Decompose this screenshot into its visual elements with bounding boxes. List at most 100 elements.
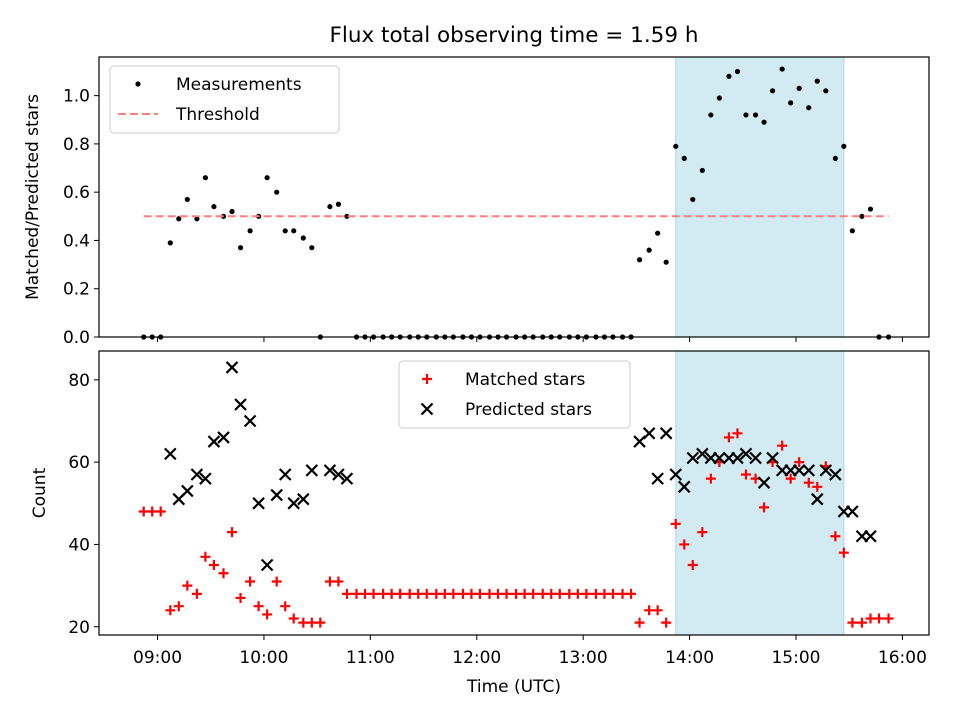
matched-point xyxy=(883,613,894,624)
predicted-point xyxy=(252,497,265,510)
matched-point xyxy=(501,588,512,599)
chart-title: Flux total observing time = 1.59 h xyxy=(330,23,699,48)
y-tick-label: 20 xyxy=(68,618,90,638)
observing-window-shade xyxy=(675,350,845,636)
matched-point xyxy=(413,588,424,599)
y-tick-label: 0.8 xyxy=(63,135,90,155)
predicted-point xyxy=(642,427,656,440)
matched-point xyxy=(865,613,876,624)
matched-point xyxy=(351,588,362,599)
series-matched-stars xyxy=(138,428,894,628)
x-tick-label: 13:00 xyxy=(559,648,608,668)
bottom-panel: 09:00 10:00 11:00 12:00 13:00 14:00 15:00 16:00… xyxy=(30,350,930,697)
measurement-point xyxy=(806,105,812,111)
matched-point xyxy=(723,432,734,443)
matched-point xyxy=(395,588,406,599)
measurement-point xyxy=(646,247,652,253)
measurement-point xyxy=(708,112,714,118)
matched-point xyxy=(546,588,557,599)
matched-point xyxy=(873,613,884,624)
predicted-point xyxy=(686,451,700,465)
matched-point xyxy=(439,588,450,599)
measurement-point xyxy=(309,245,315,251)
predicted-point xyxy=(846,505,859,518)
measurement-point xyxy=(699,167,705,174)
predicted-point xyxy=(792,464,806,477)
matched-point xyxy=(679,539,690,550)
matched-point xyxy=(617,588,628,599)
measurement-point xyxy=(796,85,802,91)
matched-point xyxy=(607,588,618,599)
matched-point xyxy=(705,473,716,484)
matched-point xyxy=(448,588,459,599)
matched-point xyxy=(253,601,264,612)
measurement-point xyxy=(344,213,350,219)
predicted-point xyxy=(243,414,257,428)
measurement-point xyxy=(673,143,679,149)
matched-point xyxy=(271,576,282,587)
x-tick-label: 10:00 xyxy=(239,648,288,668)
measurement-point xyxy=(247,228,253,234)
predicted-point xyxy=(659,427,673,440)
legend-marker-x xyxy=(420,402,434,416)
measurement-point xyxy=(788,100,794,106)
matched-point xyxy=(554,588,565,599)
matched-point xyxy=(474,588,485,599)
predicted-point xyxy=(810,492,824,506)
predicted-point xyxy=(234,398,247,411)
predicted-point xyxy=(802,464,816,477)
measurement-point xyxy=(823,88,829,94)
predicted-point xyxy=(766,451,779,465)
measurement-point xyxy=(841,143,847,149)
matched-point xyxy=(360,588,371,599)
matched-point xyxy=(528,588,539,599)
matched-point xyxy=(590,588,601,599)
y-tick-label: 0.6 xyxy=(63,183,90,203)
measurement-point xyxy=(184,196,190,203)
x-axis-label: Time (UTC) xyxy=(466,677,561,697)
measurement-point xyxy=(167,240,173,246)
matched-point xyxy=(803,477,814,488)
measurement-point xyxy=(176,216,182,222)
y-tick-label: 0.0 xyxy=(63,328,90,348)
measurement-point xyxy=(655,230,661,236)
y-tick-label: 40 xyxy=(68,535,90,555)
measurement-point xyxy=(327,204,333,210)
matched-point xyxy=(341,588,352,599)
predicted-point xyxy=(696,447,709,461)
predicted-point xyxy=(260,558,274,572)
measurement-point xyxy=(743,112,749,118)
matched-point xyxy=(670,518,681,529)
legend-marker-plus xyxy=(422,374,432,384)
measurement-point xyxy=(211,204,217,210)
matched-point xyxy=(378,588,389,599)
matched-point xyxy=(386,588,397,599)
matched-point xyxy=(519,588,530,599)
matched-point xyxy=(262,609,273,620)
matched-point xyxy=(830,531,841,542)
measurement-point xyxy=(300,235,306,241)
measurement-point xyxy=(291,228,297,234)
predicted-point xyxy=(713,451,726,465)
matched-point xyxy=(652,605,663,616)
predicted-point xyxy=(757,476,771,489)
y-tick-label: 60 xyxy=(68,453,90,473)
measurement-point xyxy=(752,112,759,118)
x-tick-label: 09:00 xyxy=(133,648,182,668)
matched-point xyxy=(280,601,291,612)
measurement-point xyxy=(202,175,209,181)
axes-frame xyxy=(98,350,930,636)
measurement-point xyxy=(726,73,732,79)
matched-point xyxy=(182,580,193,591)
measurement-point xyxy=(335,201,342,207)
matched-point xyxy=(208,560,219,571)
legend: Measurements Threshold xyxy=(109,65,340,134)
matched-point xyxy=(191,588,202,599)
predicted-point xyxy=(164,447,177,461)
legend-label: Threshold xyxy=(175,105,260,125)
matched-point xyxy=(493,588,504,599)
measurement-point xyxy=(282,228,288,234)
measurement-point xyxy=(229,208,235,215)
matched-point xyxy=(847,617,858,628)
predicted-point xyxy=(340,472,354,485)
